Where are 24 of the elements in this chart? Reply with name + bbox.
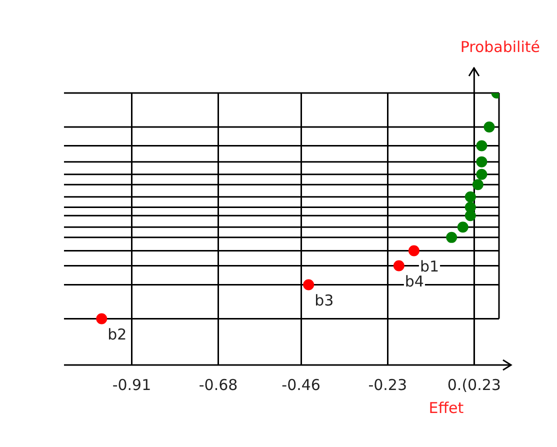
annotation: b1: [420, 258, 440, 276]
x-tick-label: -0.23: [368, 376, 408, 394]
point: [464, 191, 476, 202]
y-axis-title: Probabilité: [460, 38, 540, 56]
point: [472, 179, 484, 190]
x-tick-label: -0.91: [112, 376, 152, 394]
point: [464, 210, 476, 222]
point: [484, 122, 495, 132]
point: [393, 260, 404, 272]
x-axis-title: Effet: [428, 398, 464, 417]
x-tick-label: -0.68: [198, 376, 238, 394]
point: [446, 232, 458, 243]
point: [476, 168, 488, 180]
point: [408, 245, 420, 256]
annotation: b3: [314, 292, 334, 310]
point: [303, 279, 314, 290]
point: [457, 222, 468, 233]
x-tick-label: 0.(0.23: [447, 376, 501, 394]
point: [476, 156, 488, 168]
point: [476, 140, 488, 152]
annotation: b4: [404, 272, 424, 291]
x-tick-label: -0.46: [282, 376, 320, 394]
annotation: b2: [108, 326, 127, 344]
point: [96, 313, 108, 324]
